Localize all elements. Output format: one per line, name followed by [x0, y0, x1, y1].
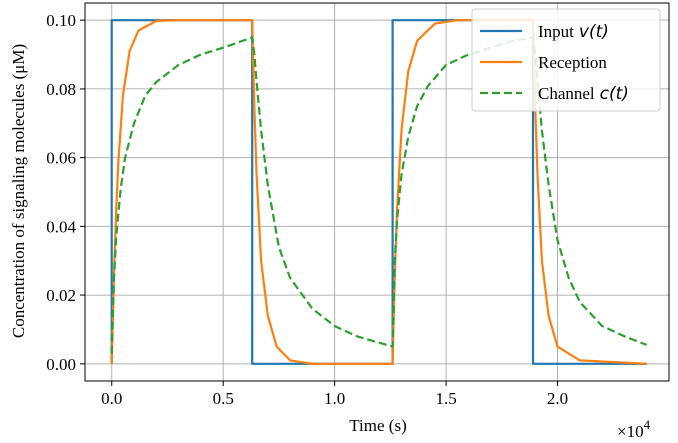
legend-box	[471, 8, 661, 112]
series-line-reception	[110, 19, 647, 365]
y-tick-label: 0.06	[46, 149, 76, 168]
x-tick-label: 0.5	[213, 389, 234, 408]
y-tick-label: 0.02	[46, 286, 76, 305]
series-line-channel	[110, 36, 648, 354]
legend-label-reception: Reception	[538, 53, 607, 72]
legend-label-input: Input v(t)	[538, 22, 609, 42]
x-tick-label: 0.0	[101, 389, 122, 408]
y-tick-label: 0.04	[46, 217, 76, 236]
x-tick-label: 1.0	[324, 389, 345, 408]
x-axis-scale-factor: ×104	[617, 417, 651, 441]
y-tick-label: 0.10	[46, 11, 76, 30]
x-axis-scale-exponent: 4	[644, 417, 651, 432]
x-axis-label: Time (s)	[349, 416, 406, 435]
x-tick-label: 2.0	[547, 389, 568, 408]
x-tick-label: 1.5	[435, 389, 456, 408]
legend: Input v(t) Reception Channel c(t)	[471, 8, 661, 112]
y-axis-label: Concentration of signaling molecules (μM…	[9, 44, 28, 338]
x-axis-ticks: 0.0 0.5 1.0 1.5 2.0	[101, 381, 568, 408]
x-axis-scale-base: ×10	[617, 422, 644, 441]
y-tick-label: 0.00	[46, 355, 76, 374]
y-tick-label: 0.08	[46, 80, 76, 99]
plot-frame	[84, 2, 670, 382]
series-lines	[110, 19, 648, 365]
legend-label-channel: Channel c(t)	[538, 84, 629, 104]
y-axis-ticks: 0.00 0.02 0.04 0.06 0.08 0.10	[46, 11, 85, 374]
